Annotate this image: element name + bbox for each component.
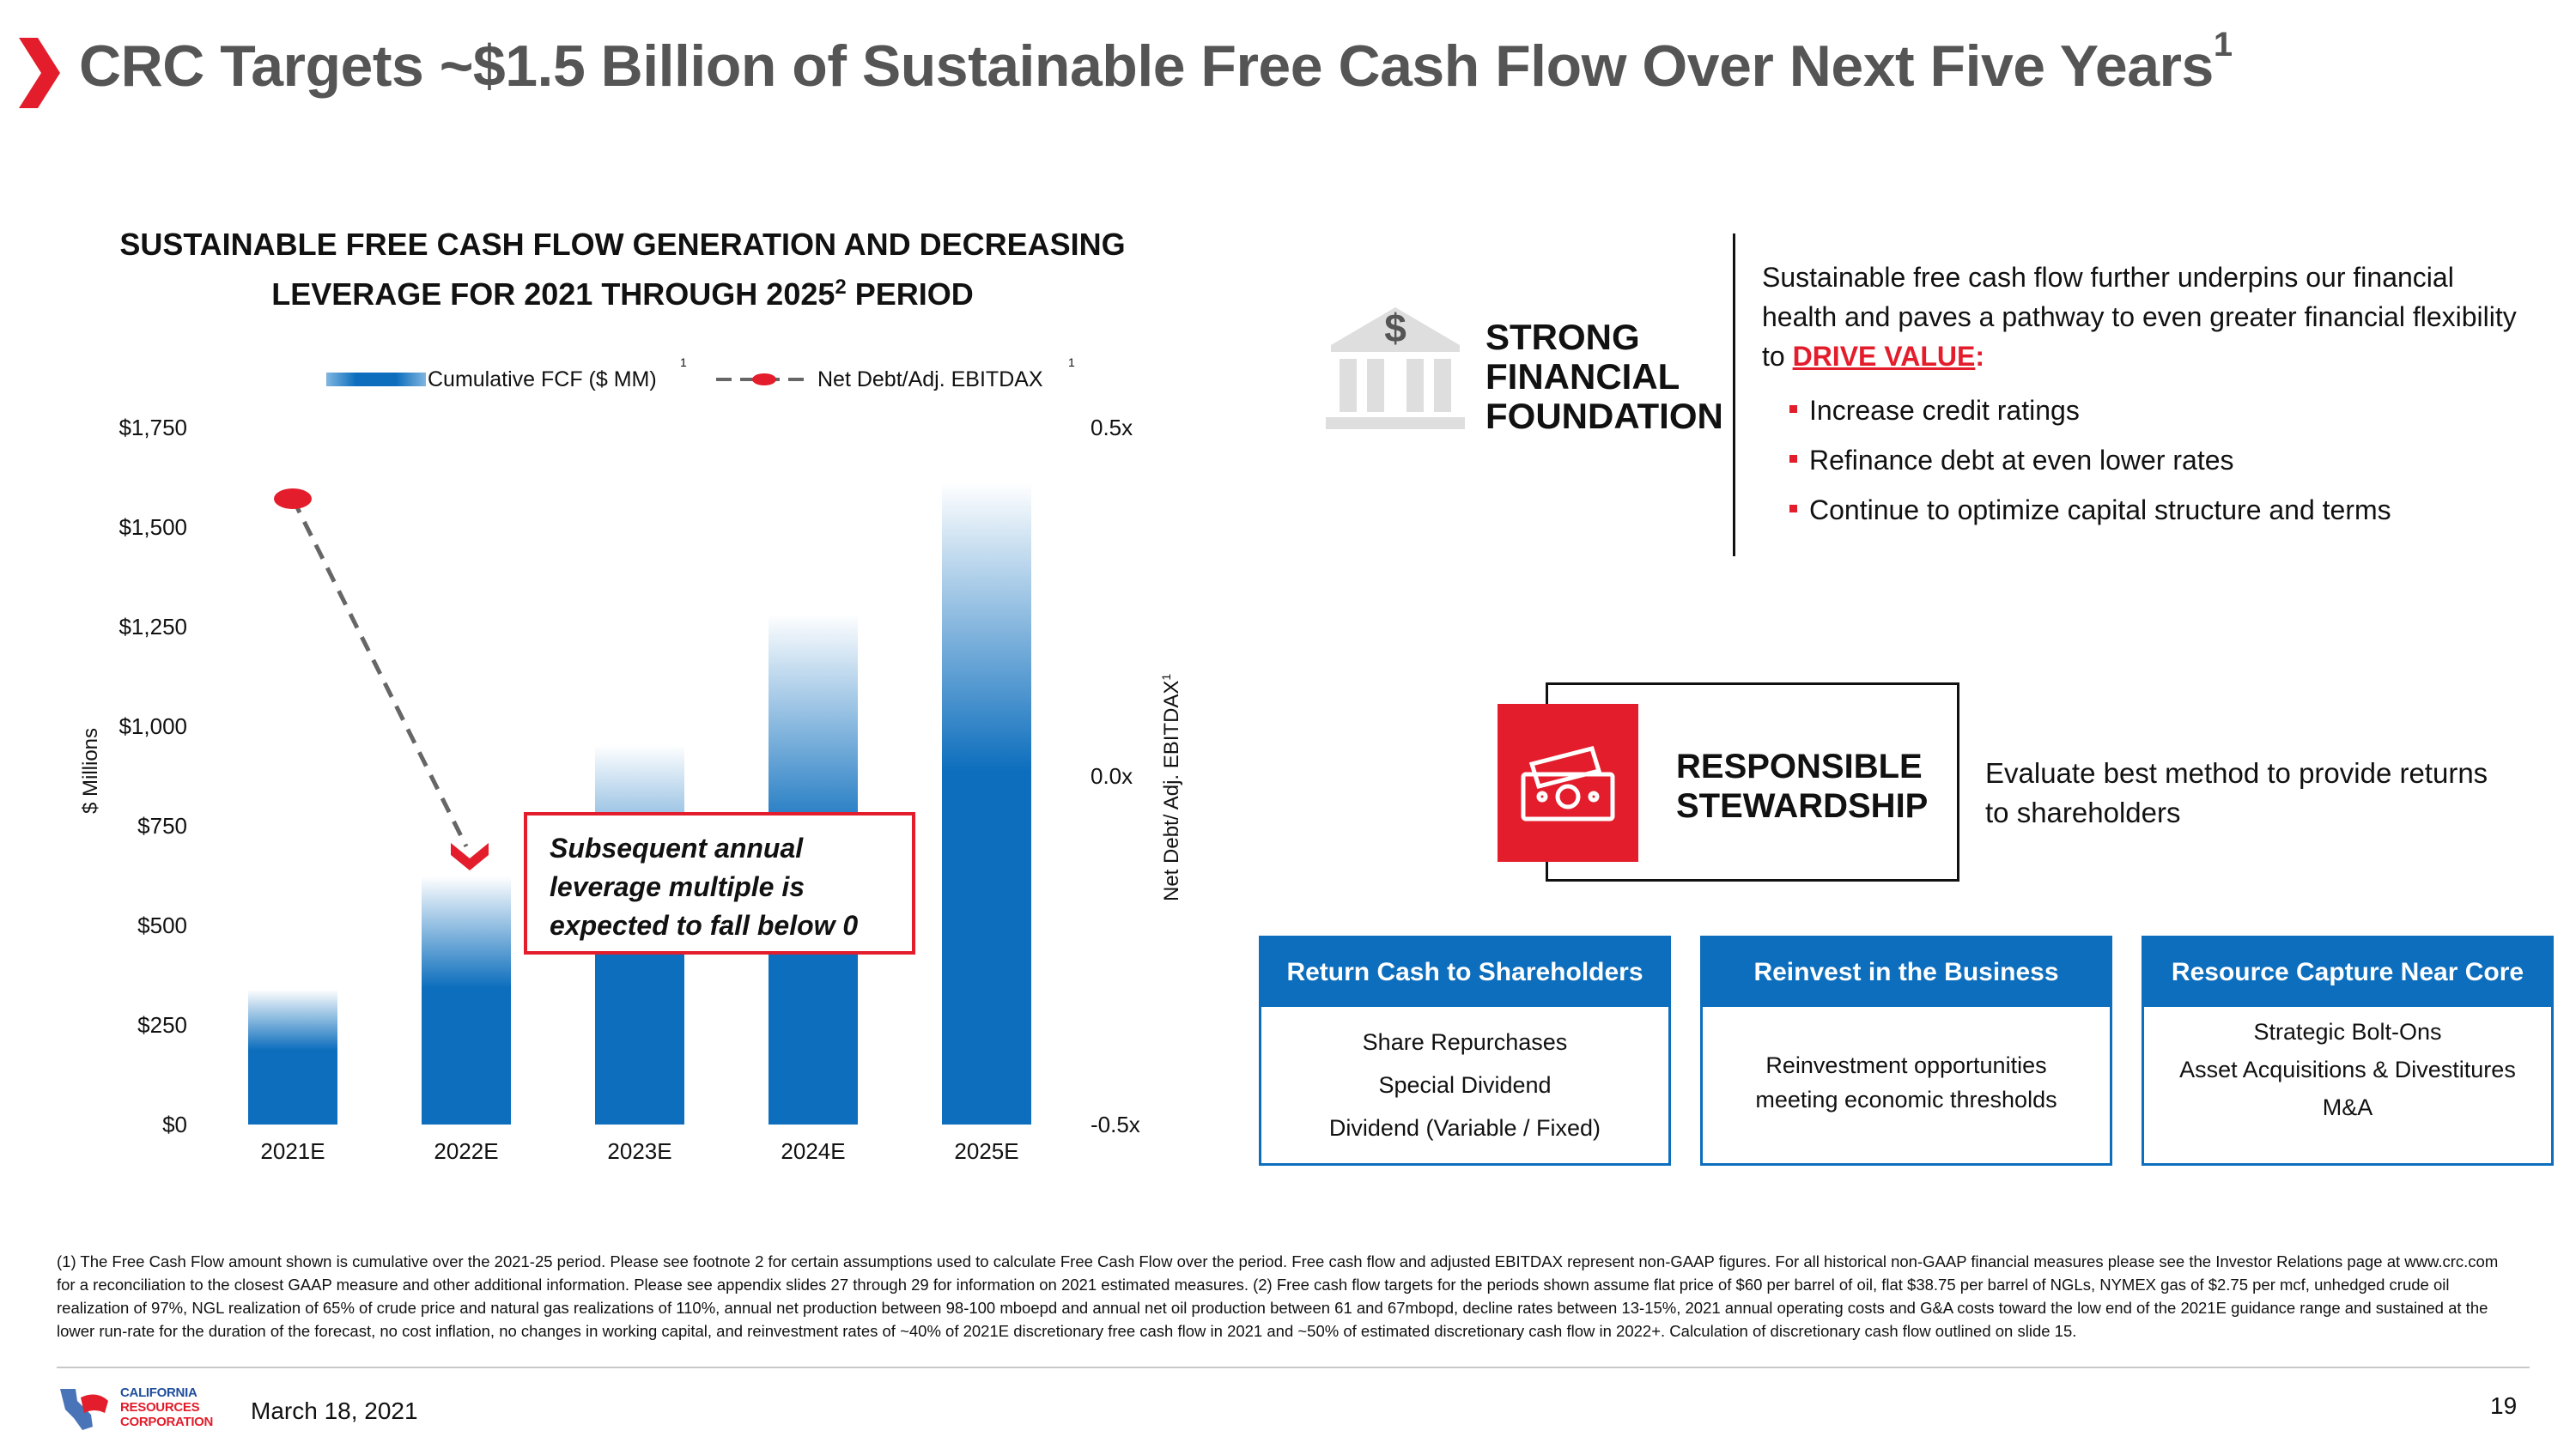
y2-tick: 0.5x — [1091, 415, 1133, 440]
x-tick: 2022E — [434, 1138, 499, 1164]
panel-item: Strategic Bolt-Ons — [2253, 1019, 2442, 1045]
footer-date: March 18, 2021 — [251, 1397, 418, 1424]
y-tick: $1,750 — [118, 415, 187, 440]
strong-foundation-label: STRONG FINANCIAL FOUNDATION — [1485, 317, 1723, 436]
cash-icon — [1521, 745, 1615, 822]
legend-line-swatch — [716, 373, 812, 385]
panel-item: Reinvestment opportunities meeting econo… — [1755, 1052, 2057, 1113]
panel-reinvest: Reinvest in the Business Reinvestment op… — [1700, 936, 2112, 1166]
fcf-bar — [942, 482, 1031, 1125]
panel-item: Asset Acquisitions & Divestitures — [2179, 1057, 2516, 1082]
strong-bullet: Continue to optimize capital structure a… — [1789, 494, 2391, 526]
panel-title: Reinvest in the Business — [1703, 938, 2110, 1007]
panel-title: Return Cash to Shareholders — [1261, 938, 1668, 1007]
panel-item: M&A — [2322, 1094, 2373, 1120]
y-tick: $1,500 — [118, 514, 187, 540]
panel-return-cash: Return Cash to Shareholders Share Repurc… — [1259, 936, 1671, 1166]
bullet-icon — [1789, 505, 1797, 513]
drive-value-highlight: DRIVE VALUE — [1792, 341, 1976, 372]
strong-bullet: Refinance debt at even lower rates — [1789, 445, 2234, 476]
x-tick: 2024E — [781, 1138, 846, 1164]
cash-icon-tile — [1498, 704, 1638, 862]
y2-tick: -0.5x — [1091, 1112, 1140, 1137]
stewardship-label: RESPONSIBLE STEWARDSHIP — [1676, 748, 1929, 825]
leverage-point — [274, 488, 312, 509]
title-chevron-icon — [19, 38, 60, 108]
fcf-bar — [248, 989, 337, 1125]
y-axis-ticks: $0 $250 $500 $750 $1,000 $1,250 $1,500 $… — [93, 0, 187, 1202]
y-tick: $750 — [137, 813, 187, 839]
footer-divider — [57, 1367, 2530, 1368]
panel-item: Special Dividend — [1378, 1072, 1552, 1098]
panel-item: Share Repurchases — [1362, 1029, 1568, 1055]
page-title: CRC Targets ~$1.5 Billion of Sustainable… — [79, 26, 2233, 99]
y-tick: $500 — [137, 912, 187, 938]
divider-line — [1733, 233, 1735, 556]
company-logo — [60, 1389, 108, 1430]
leverage-arrow-icon — [451, 843, 489, 870]
chart-heading: SUSTAINABLE FREE CASH FLOW GENERATION AN… — [119, 227, 1126, 312]
strong-bullet: Increase credit ratings — [1789, 395, 2080, 427]
panel-title: Resource Capture Near Core — [2144, 938, 2551, 1007]
x-tick: 2023E — [607, 1138, 672, 1164]
x-tick: 2025E — [954, 1138, 1019, 1164]
legend-line-label: Net Debt/Adj. EBITDAX — [817, 367, 1043, 391]
leverage-line — [290, 497, 469, 848]
y-tick: $250 — [137, 1012, 187, 1038]
callout-text: Subsequent annual leverage multiple is e… — [550, 833, 859, 941]
logo-wordmark: CALIFORNIA RESOURCES CORPORATION — [120, 1385, 214, 1429]
strong-intro-text: Sustainable free cash flow further under… — [1762, 262, 2517, 372]
footnote: (1) The Free Cash Flow amount shown is c… — [57, 1252, 2499, 1340]
panel-resource-capture: Resource Capture Near Core Strategic Bol… — [2142, 936, 2554, 1166]
bullet-icon — [1789, 455, 1797, 464]
y-tick: $1,000 — [118, 713, 187, 739]
stewardship-description: Evaluate best method to provide returns … — [1985, 757, 2488, 828]
fcf-bar — [422, 876, 511, 1125]
bullet-icon — [1789, 405, 1797, 414]
y2-tick: 0.0x — [1091, 763, 1133, 789]
callout-box — [524, 812, 915, 955]
y-tick: $1,250 — [118, 614, 187, 640]
legend-line-note: 1 — [1068, 355, 1075, 369]
fcf-chart — [248, 482, 1031, 1125]
svg-text:$: $ — [1384, 306, 1406, 350]
x-tick: 2021E — [260, 1138, 325, 1164]
panel-item: Dividend (Variable / Fixed) — [1328, 1115, 1601, 1141]
page-number: 19 — [2490, 1392, 2518, 1419]
legend-bar-swatch — [326, 373, 426, 386]
legend-bar-label: Cumulative FCF ($ MM) — [428, 367, 657, 391]
bank-dollar-icon: $ — [1326, 306, 1465, 429]
y-tick: $0 — [162, 1112, 187, 1137]
chart-legend: Cumulative FCF ($ MM) 1 Net Debt/Adj. EB… — [326, 355, 1082, 398]
legend-bar-note: 1 — [680, 355, 687, 369]
